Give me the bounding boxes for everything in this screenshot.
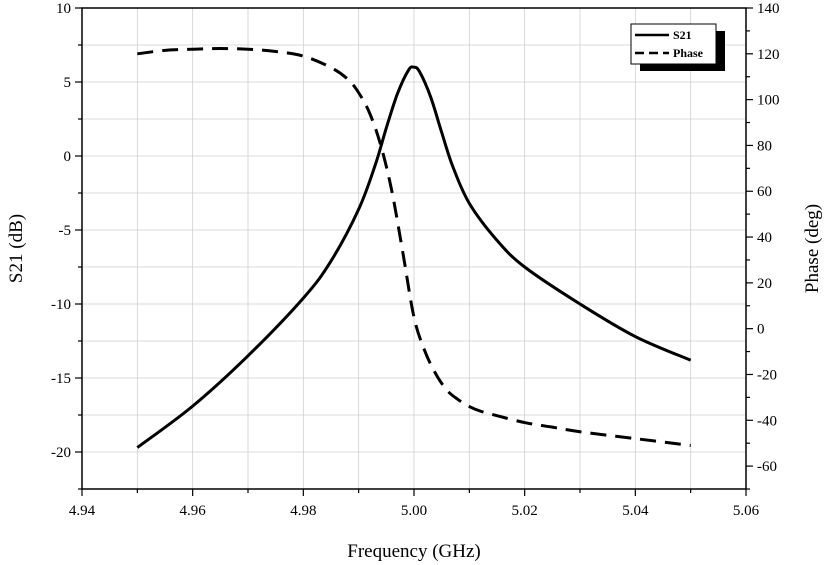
- y2-tick-label: 0: [757, 322, 765, 338]
- legend-s21-label: S21: [673, 28, 692, 42]
- y-tick-label: -15: [51, 371, 71, 387]
- x-tick-label: 5.04: [622, 503, 649, 519]
- y-tick-label: 10: [56, 1, 71, 17]
- y2-tick-label: 40: [757, 230, 772, 246]
- legend-phase-label: Phase: [673, 46, 704, 60]
- grid: [82, 8, 746, 489]
- series-s21-line: [136, 65, 692, 449]
- y-tick-label: -5: [59, 223, 72, 239]
- series-layer: [136, 47, 692, 449]
- y2-tick-label: 80: [757, 138, 772, 154]
- y-axis-title: S21 (dB): [6, 214, 27, 283]
- y2-tick-label: -60: [757, 459, 777, 475]
- y2-tick-label: 140: [757, 1, 780, 17]
- series-phase-line: [137, 47, 691, 447]
- legend: S21 Phase: [630, 23, 725, 71]
- x-axis-title: Frequency (GHz): [347, 541, 480, 562]
- y2-tick-label: -40: [757, 413, 777, 429]
- y2-tick-label: 60: [757, 184, 772, 200]
- x-tick-label: 5.02: [512, 503, 538, 519]
- y2-tick-label: 20: [757, 276, 772, 292]
- y2-tick-label: 120: [757, 47, 780, 63]
- y2-axis-title: Phase (deg): [802, 204, 823, 293]
- tick-labels: 4.94 4.96 4.98 5.00 5.02 5.04 5.06 10 5 0 -5 -10 -15…: [51, 1, 780, 519]
- x-tick-label: 4.98: [290, 503, 316, 519]
- y-tick-label: 0: [64, 149, 72, 165]
- legend-box: [630, 23, 717, 65]
- x-tick-label: 5.06: [733, 503, 760, 519]
- y2-tick-label: 100: [757, 93, 780, 109]
- y-tick-label: -10: [51, 297, 71, 313]
- y-tick-label: -20: [51, 445, 71, 461]
- y-tick-label: 5: [64, 75, 72, 91]
- x-tick-label: 4.94: [69, 503, 96, 519]
- y2-tick-label: -20: [757, 367, 777, 383]
- x-tick-label: 4.96: [180, 503, 207, 519]
- x-tick-label: 5.00: [401, 503, 427, 519]
- ticks: [75, 7, 753, 496]
